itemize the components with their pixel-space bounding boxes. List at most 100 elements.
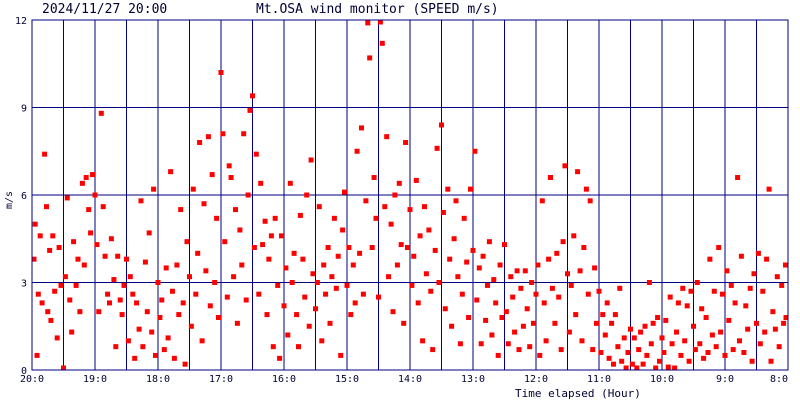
data-point bbox=[522, 268, 528, 274]
data-point bbox=[117, 297, 123, 303]
data-point bbox=[499, 315, 505, 320]
data-point bbox=[386, 274, 392, 280]
data-point bbox=[178, 207, 184, 213]
data-point bbox=[697, 341, 703, 347]
data-point bbox=[47, 247, 53, 253]
y-axis-label: m/s bbox=[4, 191, 15, 209]
chart-title: Mt.OSA wind monitor (SPEED m/s) bbox=[256, 2, 499, 17]
data-point bbox=[745, 326, 751, 332]
data-point bbox=[369, 245, 375, 250]
data-point bbox=[606, 355, 612, 361]
data-point bbox=[530, 320, 536, 326]
data-point bbox=[409, 282, 415, 288]
data-point bbox=[348, 312, 354, 318]
data-point bbox=[782, 262, 788, 268]
data-point bbox=[373, 215, 379, 221]
data-point bbox=[539, 198, 545, 204]
data-point bbox=[428, 288, 434, 294]
data-point bbox=[480, 253, 486, 259]
data-point bbox=[691, 323, 696, 329]
data-point bbox=[592, 265, 598, 271]
data-point bbox=[161, 347, 167, 353]
data-point bbox=[124, 256, 129, 262]
x-tick-label: 11:0 bbox=[587, 374, 611, 385]
data-point bbox=[642, 323, 648, 329]
data-point bbox=[604, 300, 610, 306]
data-point bbox=[491, 277, 497, 283]
data-point bbox=[39, 300, 45, 306]
y-tick-label: 0 bbox=[21, 366, 27, 377]
data-point bbox=[707, 256, 713, 262]
data-point bbox=[304, 192, 310, 198]
data-point bbox=[505, 341, 511, 347]
data-point bbox=[736, 338, 742, 344]
data-point bbox=[58, 282, 64, 288]
data-point bbox=[275, 282, 281, 288]
data-point bbox=[209, 172, 215, 178]
data-point bbox=[655, 315, 661, 320]
data-point bbox=[663, 317, 669, 323]
data-point bbox=[237, 227, 243, 233]
data-point bbox=[783, 315, 789, 320]
data-point bbox=[212, 280, 218, 285]
data-point bbox=[314, 280, 320, 285]
data-point bbox=[474, 297, 480, 303]
data-point bbox=[598, 350, 604, 355]
data-point bbox=[35, 291, 41, 297]
data-point bbox=[489, 332, 495, 338]
data-point bbox=[764, 256, 770, 262]
data-point bbox=[768, 358, 774, 364]
data-point bbox=[781, 320, 787, 326]
data-point bbox=[518, 285, 524, 291]
x-tick-label: 19:0 bbox=[83, 374, 107, 385]
data-point bbox=[214, 215, 220, 221]
data-point bbox=[98, 110, 104, 116]
data-point bbox=[579, 338, 585, 344]
data-point bbox=[71, 239, 77, 245]
data-point bbox=[533, 291, 539, 297]
data-point bbox=[728, 282, 734, 288]
data-point bbox=[277, 355, 283, 361]
data-point bbox=[384, 134, 390, 140]
data-point bbox=[686, 358, 692, 364]
data-point bbox=[111, 277, 117, 283]
data-point bbox=[346, 245, 352, 250]
data-point bbox=[234, 320, 240, 326]
data-point bbox=[692, 347, 698, 353]
data-point bbox=[442, 306, 448, 312]
data-point bbox=[43, 204, 49, 210]
data-point bbox=[136, 326, 142, 332]
data-point bbox=[321, 262, 327, 268]
data-point bbox=[319, 338, 325, 344]
data-point bbox=[581, 245, 587, 250]
data-point bbox=[50, 233, 56, 239]
data-point bbox=[205, 134, 211, 140]
data-point bbox=[251, 245, 257, 250]
data-point bbox=[357, 250, 363, 256]
y-tick-label: 12 bbox=[15, 16, 27, 27]
data-point bbox=[228, 175, 234, 180]
data-point bbox=[323, 291, 329, 297]
data-point bbox=[735, 175, 741, 180]
data-point bbox=[457, 341, 463, 347]
data-point bbox=[467, 186, 473, 192]
data-point bbox=[327, 320, 333, 326]
data-point bbox=[669, 341, 675, 347]
data-point bbox=[527, 344, 533, 350]
data-point bbox=[365, 20, 371, 26]
data-point bbox=[382, 204, 388, 210]
data-point bbox=[413, 177, 419, 183]
data-point bbox=[755, 250, 761, 256]
x-tick-label: 15:0 bbox=[335, 374, 359, 385]
data-point bbox=[220, 131, 226, 137]
data-point bbox=[610, 361, 616, 367]
data-point bbox=[134, 300, 140, 306]
data-point bbox=[89, 172, 95, 178]
data-point bbox=[253, 151, 259, 157]
data-point bbox=[558, 347, 564, 353]
data-point bbox=[152, 352, 158, 358]
data-point bbox=[404, 245, 410, 250]
data-point bbox=[552, 320, 558, 326]
data-point bbox=[730, 347, 736, 353]
data-point bbox=[367, 55, 373, 61]
